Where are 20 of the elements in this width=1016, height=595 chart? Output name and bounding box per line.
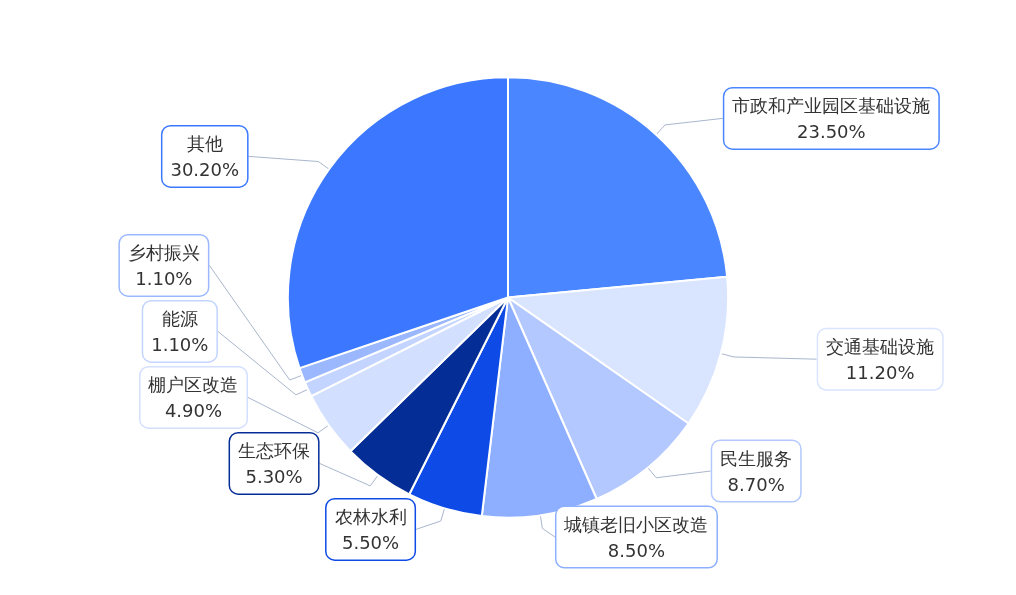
data-label: 5.50% bbox=[341, 531, 400, 553]
data-label: 11.20% bbox=[845, 361, 915, 383]
data-label: 1.10% bbox=[151, 333, 209, 355]
slice-label: 交通基础设施 bbox=[826, 335, 935, 357]
slice-label: 城镇老旧小区改造 bbox=[563, 513, 709, 535]
data-label: 23.50% bbox=[797, 120, 866, 142]
data-label: 4.90% bbox=[164, 399, 223, 421]
data-label: 1.10% bbox=[135, 267, 193, 289]
slice-label: 农林水利 bbox=[334, 505, 407, 527]
slice-label: 生态环保 bbox=[238, 439, 311, 461]
slice-label: 乡村振兴 bbox=[127, 241, 200, 263]
slice-label: 棚户区改造 bbox=[148, 373, 239, 395]
data-label: 8.70% bbox=[727, 473, 785, 495]
data-label: 8.50% bbox=[607, 539, 666, 561]
slice-label: 民生服务 bbox=[720, 447, 793, 469]
slice-label: 其他 bbox=[186, 132, 223, 154]
data-label: 30.20% bbox=[170, 158, 240, 180]
data-label: 5.30% bbox=[245, 465, 303, 487]
slice-label: 市政和产业园区基础设施 bbox=[732, 94, 931, 116]
slice-label: 能源 bbox=[161, 307, 198, 329]
